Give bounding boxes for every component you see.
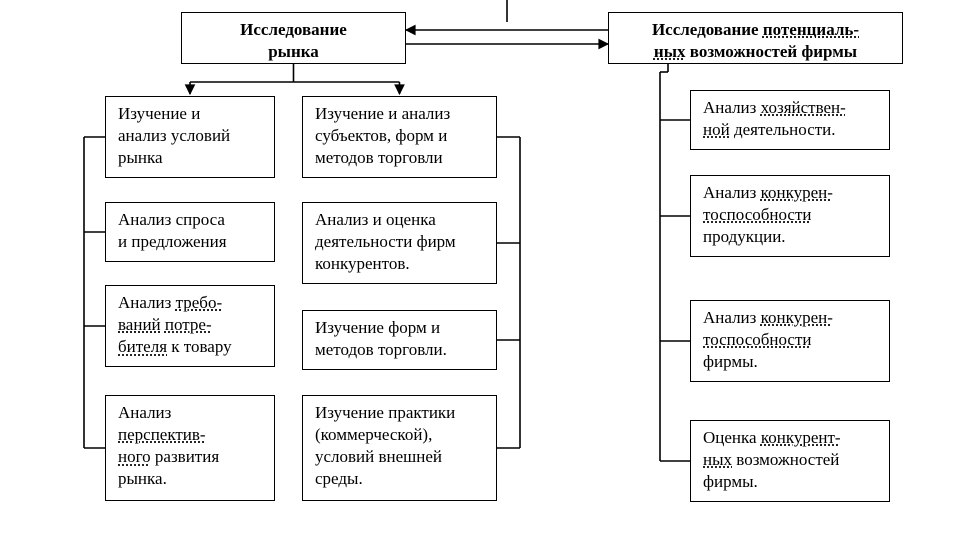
center-box-3: Изучение практики(коммерческой),условий …: [302, 395, 497, 501]
right-box-2: Анализ конкурен-тоспособностифирмы.: [690, 300, 890, 382]
left-box-0: Изучение ианализ условийрынка: [105, 96, 275, 178]
diagram-stage: Исследованиерынка Исследование потенциал…: [0, 0, 975, 557]
left-box-3: Анализперспектив-ного развитиярынка.: [105, 395, 275, 501]
left-box-1: Анализ спросаи предложения: [105, 202, 275, 262]
header-firm-potential: Исследование потенциаль-ных возможностей…: [608, 12, 903, 64]
left-box-2: Анализ требо-ваний потре-бителя к товару: [105, 285, 275, 367]
right-box-3: Оценка конкурент-ных возможностейфирмы.: [690, 420, 890, 502]
header-market-research: Исследованиерынка: [181, 12, 406, 64]
center-box-1: Анализ и оценкадеятельности фирмконкурен…: [302, 202, 497, 284]
center-box-0: Изучение и анализсубъектов, форм иметодо…: [302, 96, 497, 178]
right-box-1: Анализ конкурен-тоспособностипродукции.: [690, 175, 890, 257]
right-box-0: Анализ хозяйствен-ной деятельности.: [690, 90, 890, 150]
center-box-2: Изучение форм иметодов торговли.: [302, 310, 497, 370]
